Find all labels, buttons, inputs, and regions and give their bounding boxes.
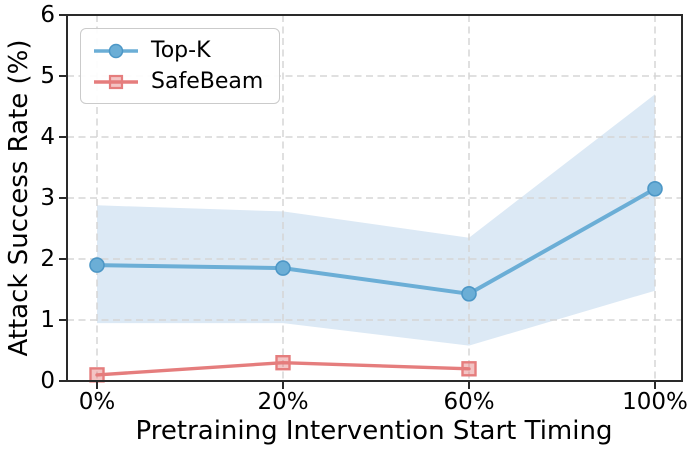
- legend-item-safebeam: SafeBeam: [93, 66, 263, 97]
- y-tick-label-4: 4: [40, 124, 55, 150]
- legend-item-topk: Top-K: [93, 35, 263, 66]
- x-tick-label-0%: 0%: [78, 389, 116, 415]
- safebeam-point-60%: [461, 361, 477, 377]
- x-tick-label-20%: 20%: [257, 389, 309, 415]
- legend: Top-K SafeBeam: [80, 28, 281, 104]
- y-tick-label-5: 5: [40, 63, 55, 89]
- safebeam-line: [95, 361, 471, 377]
- top-k-line: [95, 186, 657, 296]
- top-k-point-100%: [647, 181, 663, 197]
- top-k-point-0%: [89, 257, 105, 273]
- top-k-point-60%: [461, 285, 477, 302]
- x-axis-label: Pretraining Intervention Start Timing: [135, 416, 613, 446]
- topk-confidence-band: [97, 94, 655, 346]
- topk-line-circle-swatch: [93, 43, 139, 59]
- legend-label-safebeam: SafeBeam: [151, 68, 264, 94]
- safebeam-line-square-swatch: [93, 74, 139, 90]
- y-tick-label-6: 6: [40, 2, 55, 28]
- y-tick-label-2: 2: [40, 246, 55, 272]
- x-tick-label-60%: 60%: [443, 389, 495, 415]
- top-k-point-20%: [275, 260, 291, 276]
- y-tick-label-3: 3: [40, 185, 55, 211]
- safebeam-point-20%: [275, 355, 291, 371]
- x-tick-label-100%: 100%: [622, 389, 688, 415]
- y-tick-label-0: 0: [40, 368, 55, 394]
- y-axis-label: Attack Success Rate (%): [4, 39, 34, 357]
- safebeam-point-0%: [89, 367, 105, 383]
- legend-label-topk: Top-K: [151, 37, 211, 63]
- y-tick-label-1: 1: [40, 307, 55, 333]
